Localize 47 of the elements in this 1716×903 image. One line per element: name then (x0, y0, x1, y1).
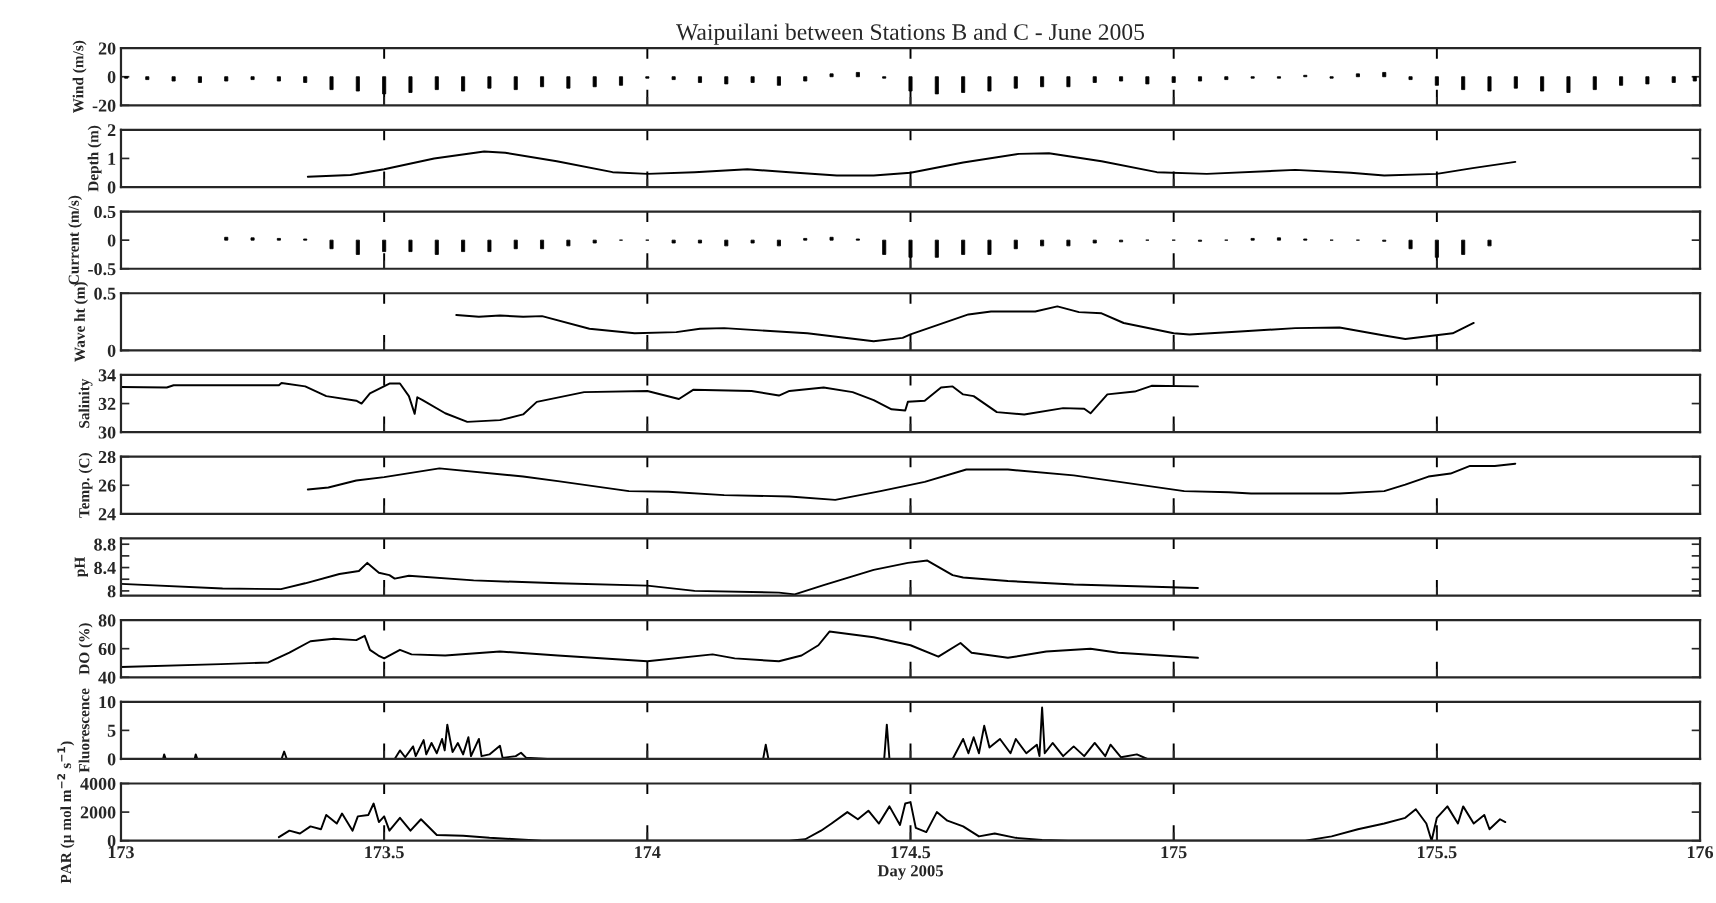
y-axis-title: pH (74, 557, 88, 577)
y-tick-label: 0.5 (94, 287, 116, 300)
y-tick-label: 8.4 (94, 561, 116, 575)
y-tick-label: 60 (98, 642, 116, 656)
y-axis-title: Temp. (C) (78, 453, 93, 518)
y-tick-label: 0 (107, 234, 116, 247)
y-tick-label: 0.5 (94, 205, 116, 219)
y-axis-title: Depth (m) (87, 125, 102, 192)
y-tick-label: 0 (107, 70, 116, 84)
x-axis-title: Day 2005 (877, 865, 943, 880)
y-tick-label: -20 (92, 99, 116, 112)
y-tick-label: 10 (99, 696, 116, 709)
y-axis-title: Fluorescence (78, 688, 90, 773)
y-axis-title: PAR (µ mol m$^{−2}$ s$^{−1}$) (57, 741, 75, 884)
y-tick-label: 8.8 (94, 538, 116, 551)
y-tick-label: 20 (98, 42, 116, 55)
y-tick-label: 28 (98, 450, 116, 464)
y-tick-label: 26 (98, 479, 116, 492)
y-axis-title: DO (%) (78, 623, 93, 675)
y-axis-title: Salinity (78, 378, 93, 428)
x-tick-label: 173.5 (365, 846, 404, 859)
y-tick-label: 0 (107, 181, 116, 194)
y-tick-label: 2 (107, 124, 116, 137)
y-tick-label: 1 (108, 152, 116, 165)
y-tick-label: 40 (98, 671, 116, 684)
line-series (306, 462, 1517, 501)
y-tick-label: 4000 (80, 777, 116, 790)
y-tick-label: 32 (98, 397, 116, 410)
x-tick-label: 176 (1687, 846, 1714, 859)
y-tick-label: 24 (98, 508, 116, 521)
y-tick-label: 0 (107, 344, 116, 357)
y-tick-label: 80 (98, 614, 116, 627)
x-tick-label: 175 (1161, 846, 1187, 859)
x-tick-label: 174.5 (891, 846, 931, 859)
y-tick-label: 30 (98, 426, 116, 439)
y-tick-label: 0 (107, 753, 116, 766)
y-tick-label: 5 (107, 724, 116, 737)
x-tick-label: 173 (108, 846, 134, 859)
y-tick-label: 2000 (80, 806, 116, 819)
chart-title: Waipuilani between Stations B and C - June 2005 (676, 23, 1145, 45)
y-tick-label: 0 (107, 834, 116, 848)
x-tick-label: 175.5 (1418, 846, 1457, 859)
y-tick-label: -0.5 (88, 263, 116, 276)
y-tick-label: 8 (107, 585, 116, 598)
y-axis-title: Wind (m/s) (72, 40, 87, 114)
y-tick-label: 34 (98, 369, 116, 382)
x-tick-label: 174 (635, 846, 661, 859)
